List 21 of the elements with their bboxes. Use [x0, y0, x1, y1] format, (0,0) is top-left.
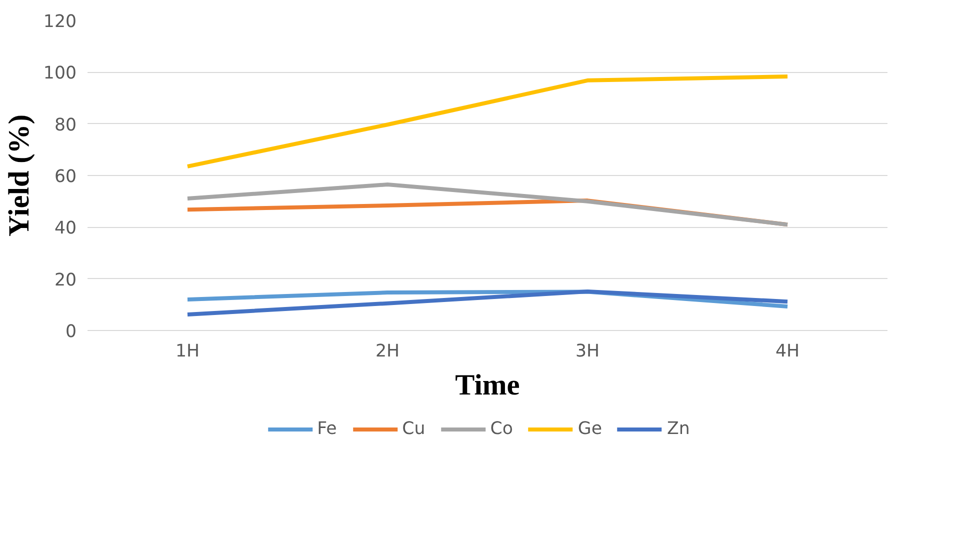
line-series: [186, 74, 790, 168]
y-tick-label: 100: [43, 64, 77, 84]
y-axis-title: Yield (%): [3, 114, 36, 236]
y-tick-label: 40: [54, 218, 77, 239]
y-tick-label: 60: [54, 167, 77, 187]
y-tick-label: 80: [54, 115, 77, 136]
y-tick-label: 120: [43, 12, 77, 32]
x-tick-label: 4H: [775, 342, 800, 362]
y-tick-label: 0: [65, 322, 77, 342]
legend-label: Fe: [317, 419, 338, 439]
legend-label: Cu: [402, 419, 426, 439]
line-series: [186, 289, 790, 316]
legend-label: Zn: [667, 419, 690, 439]
x-tick-label: 3H: [575, 342, 600, 362]
x-tick-label: 2H: [375, 342, 400, 362]
x-tick-label: 1H: [175, 342, 200, 362]
y-tick-label: 20: [54, 270, 77, 290]
x-axis-title: Time: [455, 370, 520, 402]
legend-label: Co: [490, 419, 513, 439]
line-series: [186, 182, 790, 227]
legend-label: Ge: [578, 419, 602, 439]
